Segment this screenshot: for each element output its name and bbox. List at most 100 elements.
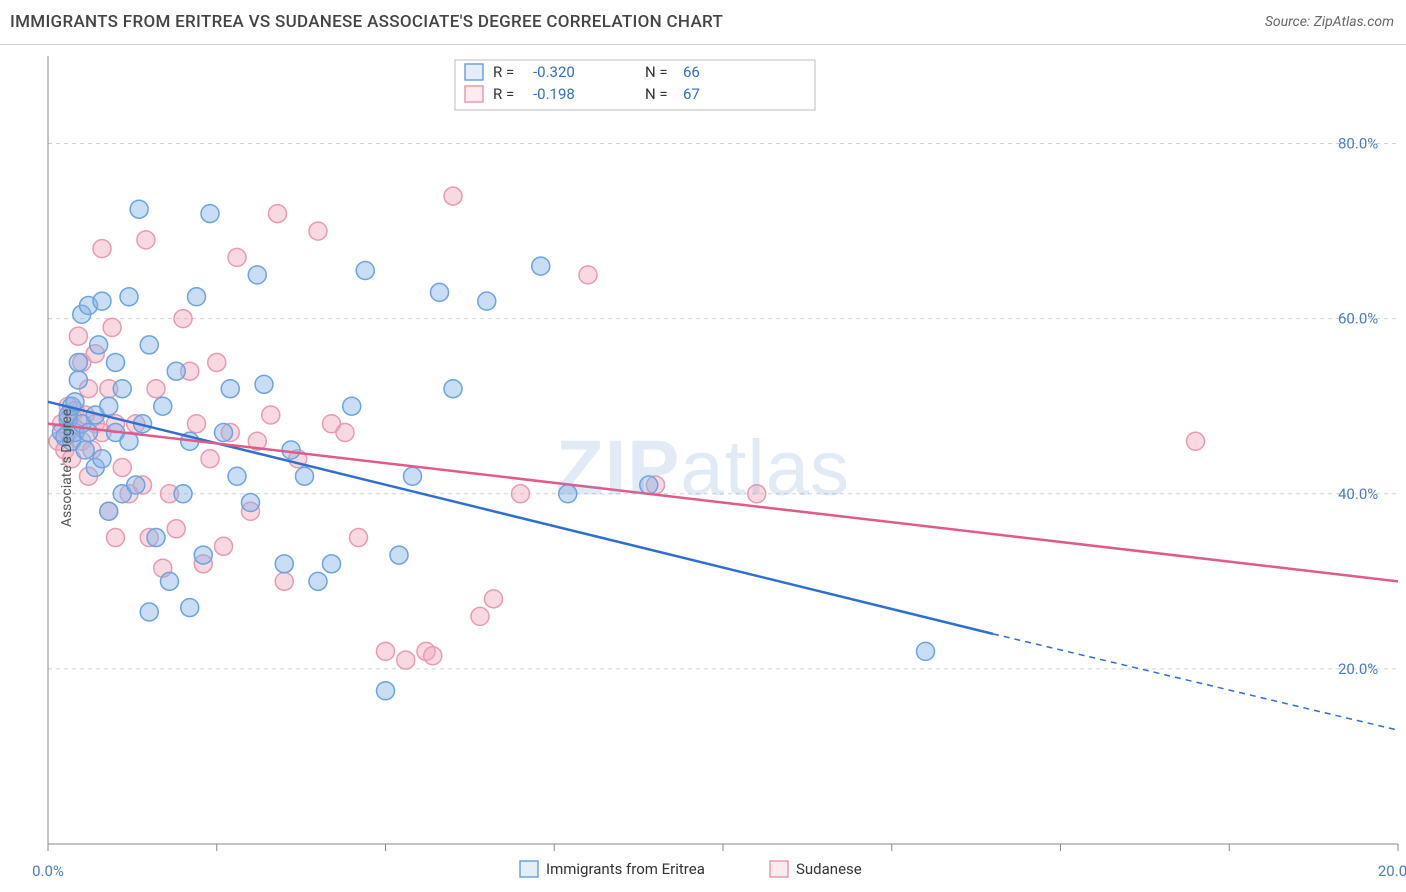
svg-text:60.0%: 60.0% <box>1338 310 1378 328</box>
legend-n-value: 67 <box>683 85 700 103</box>
legend-n-label: N = <box>645 85 668 103</box>
scatter-point <box>350 529 368 547</box>
scatter-point <box>275 555 293 573</box>
scatter-point <box>262 406 280 424</box>
legend-r-label: R = <box>493 85 514 103</box>
scatter-point <box>512 485 530 503</box>
scatter-point <box>269 205 287 223</box>
scatter-point <box>640 476 658 494</box>
scatter-point <box>215 537 233 555</box>
scatter-point <box>275 572 293 590</box>
svg-text:0.0%: 0.0% <box>32 862 64 880</box>
legend-series-name: Sudanese <box>796 860 862 878</box>
svg-text:20.0%: 20.0% <box>1378 862 1406 880</box>
scatter-point <box>255 375 273 393</box>
legend-swatch <box>520 861 538 877</box>
scatter-point <box>140 603 158 621</box>
scatter-point <box>377 642 395 660</box>
scatter-point <box>100 397 118 415</box>
scatter-point <box>917 642 935 660</box>
chart-source: Source: ZipAtlas.com <box>1265 14 1394 30</box>
scatter-point <box>130 200 148 218</box>
scatter-point <box>174 310 192 328</box>
scatter-point <box>579 266 597 284</box>
scatter-point <box>140 336 158 354</box>
scatter-point <box>188 288 206 306</box>
legend-n-label: N = <box>645 63 668 81</box>
scatter-point <box>103 318 121 336</box>
scatter-point <box>444 187 462 205</box>
scatter-point <box>69 371 87 389</box>
scatter-point <box>181 599 199 617</box>
scatter-point <box>215 423 233 441</box>
svg-text:20.0%: 20.0% <box>1338 660 1378 678</box>
source-prefix: Source: <box>1265 14 1314 30</box>
scatter-point <box>147 380 165 398</box>
legend-r-value: -0.198 <box>533 85 575 103</box>
scatter-point <box>485 590 503 608</box>
scatter-point <box>343 397 361 415</box>
legend-r-label: R = <box>493 63 514 81</box>
scatter-point <box>471 607 489 625</box>
scatter-point <box>113 459 131 477</box>
scatter-point <box>137 231 155 249</box>
scatter-point <box>221 380 239 398</box>
scatter-point <box>76 441 94 459</box>
svg-text:80.0%: 80.0% <box>1338 135 1378 153</box>
scatter-point <box>69 353 87 371</box>
scatter-point <box>167 520 185 538</box>
scatter-point <box>147 529 165 547</box>
chart-header: IMMIGRANTS FROM ERITREA VS SUDANESE ASSO… <box>0 0 1406 45</box>
scatter-point <box>296 467 314 485</box>
scatter-point <box>127 476 145 494</box>
scatter-point <box>100 502 118 520</box>
scatter-point <box>113 380 131 398</box>
legend-swatch <box>465 86 483 102</box>
y-axis-label: Associate's Degree <box>59 409 75 527</box>
scatter-point <box>444 380 462 398</box>
legend-r-value: -0.320 <box>533 63 575 81</box>
scatter-point <box>323 555 341 573</box>
scatter-chart: 20.0% 40.0% 60.0% 80.0% 0.0% 20.0% R = -0.320 N … <box>0 44 1406 892</box>
scatter-point <box>201 205 219 223</box>
scatter-point <box>167 362 185 380</box>
legend-swatch <box>465 64 483 80</box>
scatter-point <box>228 248 246 266</box>
scatter-point <box>282 441 300 459</box>
scatter-point <box>93 450 111 468</box>
trend-line-extrapolated <box>993 634 1398 730</box>
scatter-point <box>90 336 108 354</box>
scatter-point <box>228 467 246 485</box>
scatter-point <box>748 485 766 503</box>
scatter-point <box>107 353 125 371</box>
legend-swatch <box>770 861 788 877</box>
scatter-point <box>397 651 415 669</box>
scatter-point <box>1187 432 1205 450</box>
scatter-point <box>154 397 172 415</box>
scatter-point <box>93 292 111 310</box>
scatter-point <box>69 327 87 345</box>
chart-area: Associate's Degree ZIPatlas 20.0%40.0%60… <box>0 44 1406 892</box>
scatter-point <box>356 262 374 280</box>
scatter-point <box>377 682 395 700</box>
scatter-point <box>390 546 408 564</box>
scatter-point <box>431 283 449 301</box>
chart-title: IMMIGRANTS FROM ERITREA VS SUDANESE ASSO… <box>10 12 723 32</box>
legend-n-value: 66 <box>683 63 700 81</box>
scatter-point <box>174 485 192 503</box>
scatter-point <box>478 292 496 310</box>
scatter-point <box>194 546 212 564</box>
scatter-point <box>532 257 550 275</box>
scatter-point <box>309 222 327 240</box>
scatter-point <box>242 494 260 512</box>
legend-series-name: Immigrants from Eritrea <box>546 860 705 878</box>
scatter-point <box>188 415 206 433</box>
scatter-point <box>208 353 226 371</box>
scatter-point <box>161 572 179 590</box>
scatter-point <box>120 288 138 306</box>
scatter-point <box>80 423 98 441</box>
scatter-point <box>424 647 442 665</box>
scatter-point <box>404 467 422 485</box>
scatter-point <box>107 529 125 547</box>
svg-text:40.0%: 40.0% <box>1338 485 1378 503</box>
